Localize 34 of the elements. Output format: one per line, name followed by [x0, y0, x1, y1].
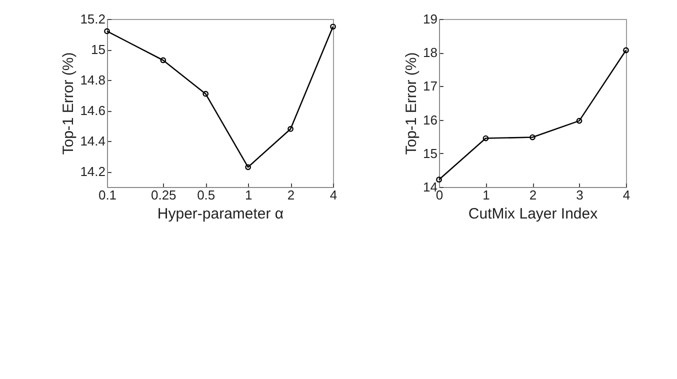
- point: [288, 126, 294, 132]
- point: [530, 134, 536, 140]
- y-axis-title: Top-1 Error (%): [403, 52, 420, 155]
- point: [202, 90, 209, 97]
- x-tick-label: 2: [529, 188, 537, 202]
- x-tick-label: 3: [576, 188, 584, 202]
- y-tick-label: 19: [423, 12, 438, 26]
- y-tick-label: 14.6: [80, 103, 106, 118]
- point: [482, 135, 489, 142]
- x-tick-label: 2: [287, 188, 295, 202]
- x-tick-label: 4: [330, 188, 338, 202]
- y-tick-label: 15: [423, 146, 438, 161]
- point: [160, 57, 166, 64]
- point: [245, 164, 252, 170]
- x-tick-label: 0.25: [150, 188, 176, 202]
- y-tick-label: 14: [423, 180, 438, 194]
- x-tick-label: 0.5: [197, 188, 216, 202]
- y-axis-title: Top-1 Error (%): [60, 52, 78, 155]
- x-tick-label: 0.1: [98, 188, 117, 202]
- y-tick-label: 15.2: [80, 12, 106, 26]
- y-tick-label: 14.8: [80, 72, 106, 88]
- y-tick-label: 17: [423, 78, 438, 94]
- x-axis-title: CutMix Layer Index: [468, 206, 598, 222]
- y-tick-label: 16: [423, 112, 438, 128]
- y-tick-label: 18: [423, 45, 438, 60]
- x-tick-label: 0: [436, 188, 444, 202]
- x-tick-label: 1: [244, 188, 252, 202]
- y-tick-label: 15: [91, 42, 106, 58]
- point: [576, 118, 582, 124]
- y-tick-label: 14.2: [80, 164, 106, 180]
- x-tick-label: 4: [622, 188, 630, 202]
- x-axis-title: Hyper-parameter α: [157, 206, 284, 222]
- x-tick-label: 1: [482, 188, 490, 202]
- y-tick-label: 14.4: [80, 134, 106, 149]
